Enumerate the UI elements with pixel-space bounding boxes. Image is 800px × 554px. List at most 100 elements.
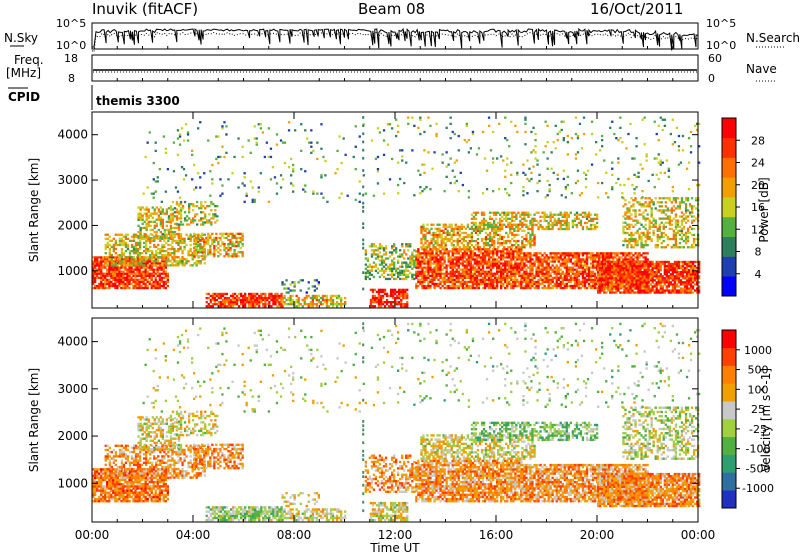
power-cell-484 <box>164 266 167 269</box>
power-cell-1294 <box>213 240 216 244</box>
power-cell-1590 <box>278 296 281 300</box>
power-cell-3338 <box>482 211 486 214</box>
power-cell-1932 <box>380 263 384 266</box>
power-cell-3689 <box>531 268 534 271</box>
power-cell-1427 <box>219 301 223 304</box>
power-cell-3139 <box>482 244 486 247</box>
power-cell-4458 <box>644 252 647 255</box>
power-cell-2721 <box>496 280 499 284</box>
power-cell-2580 <box>477 266 481 269</box>
power-cell-1263 <box>205 242 208 246</box>
power-cell-702 <box>151 264 154 267</box>
power-cell-2008 <box>399 271 402 274</box>
power-cell-3454 <box>535 223 538 227</box>
power-cell-2357 <box>451 282 454 286</box>
power-cell-946 <box>139 232 142 236</box>
power-cell-4864 <box>653 279 656 282</box>
power-cell-1480 <box>240 301 243 304</box>
power-cell-3155 <box>486 227 490 230</box>
power-cell-2761 <box>500 256 503 259</box>
power-cell-3543 <box>567 221 570 225</box>
power-cell-3174 <box>493 242 496 245</box>
power-cell-1557 <box>266 298 269 302</box>
power-cell-445 <box>158 274 161 277</box>
power-cell-1314 <box>221 242 224 246</box>
power-cell-2878 <box>516 284 519 288</box>
power-cell-3311 <box>472 215 476 218</box>
power-cell-2899 <box>518 268 521 271</box>
power-cell-784 <box>169 247 172 251</box>
power-cell-115 <box>108 268 111 271</box>
power-cell-149 <box>114 284 117 288</box>
power-cell-3871 <box>559 280 562 284</box>
power-cell-4147 <box>598 252 601 255</box>
power-cell-108 <box>108 284 111 288</box>
power-cell-9 <box>92 266 95 269</box>
power-cell-1560 <box>268 303 271 306</box>
power-cell-3545 <box>567 213 570 216</box>
power-cell-1034 <box>159 206 162 209</box>
power-cell-4592 <box>613 277 616 280</box>
power-cell-491 <box>166 280 169 284</box>
power-cell-3597 <box>594 227 597 231</box>
power-cell-2685 <box>489 252 493 255</box>
power-cell-3531 <box>565 227 568 231</box>
power-cell-3349 <box>488 211 492 214</box>
power-cell-2497 <box>467 262 470 265</box>
power-cell-3482 <box>547 223 550 227</box>
power-cell-4118 <box>594 256 597 259</box>
power-cell-1352 <box>231 234 234 237</box>
power-cell-341 <box>142 276 145 279</box>
power-cell-2007 <box>399 273 402 276</box>
power-cell-4776 <box>639 266 642 270</box>
power-cell-2209 <box>431 278 434 281</box>
power-cell-2818 <box>508 268 511 271</box>
power-cell-651 <box>139 260 142 263</box>
power-cell-2061 <box>409 243 412 246</box>
power-cell-3186 <box>497 246 500 249</box>
power-cell-1441 <box>223 296 227 300</box>
power-cell-2336 <box>447 256 450 259</box>
power-cell-1909 <box>374 257 378 260</box>
power-cell-2311 <box>443 252 446 255</box>
power-cell-4051 <box>585 286 589 290</box>
power-cell-2974 <box>432 223 435 226</box>
power-cell-1197 <box>208 221 211 224</box>
power-cell-2194 <box>429 274 432 277</box>
power-cell-1814 <box>392 294 395 298</box>
power-cell-2992 <box>438 244 441 247</box>
power-cell-2100 <box>417 272 420 275</box>
power-cell-1108 <box>169 221 173 224</box>
power-cell-2049 <box>407 257 410 260</box>
power-cell-2543 <box>473 276 477 279</box>
power-cell-2429 <box>459 268 462 271</box>
power-cell-2032 <box>403 249 406 252</box>
power-cell-2889 <box>516 254 519 257</box>
power-cell-2581 <box>477 264 481 267</box>
power-cell-2529 <box>471 274 475 277</box>
power-cell-1664 <box>317 301 320 304</box>
power-cell-3450 <box>531 217 534 220</box>
power-cell-1296 <box>213 236 216 240</box>
power-cell-201 <box>120 264 123 267</box>
power-cell-1792 <box>383 301 387 304</box>
power-cell-570 <box>120 241 124 245</box>
date-title: 16/Oct/2011 <box>590 0 683 18</box>
power-cell-3050 <box>452 229 455 232</box>
power-cell-4752 <box>637 283 640 286</box>
power-cell-2353 <box>449 256 452 259</box>
power-cell-2142 <box>423 286 426 290</box>
power-cell-2205 <box>429 250 432 253</box>
power-cell-2316 <box>445 280 448 284</box>
power-cell-2087 <box>415 270 418 273</box>
power-cell-842 <box>181 258 184 261</box>
power-cell-4933 <box>663 266 666 270</box>
power-cell-47 <box>98 268 101 271</box>
power-cell-3104 <box>468 227 471 230</box>
power-cell-2089 <box>415 264 418 267</box>
power-cell-1210 <box>212 203 215 206</box>
power-cell-1570 <box>272 303 275 306</box>
power-cell-1286 <box>211 238 214 242</box>
power-cell-2947 <box>424 233 427 237</box>
power-cell-541 <box>114 252 117 255</box>
